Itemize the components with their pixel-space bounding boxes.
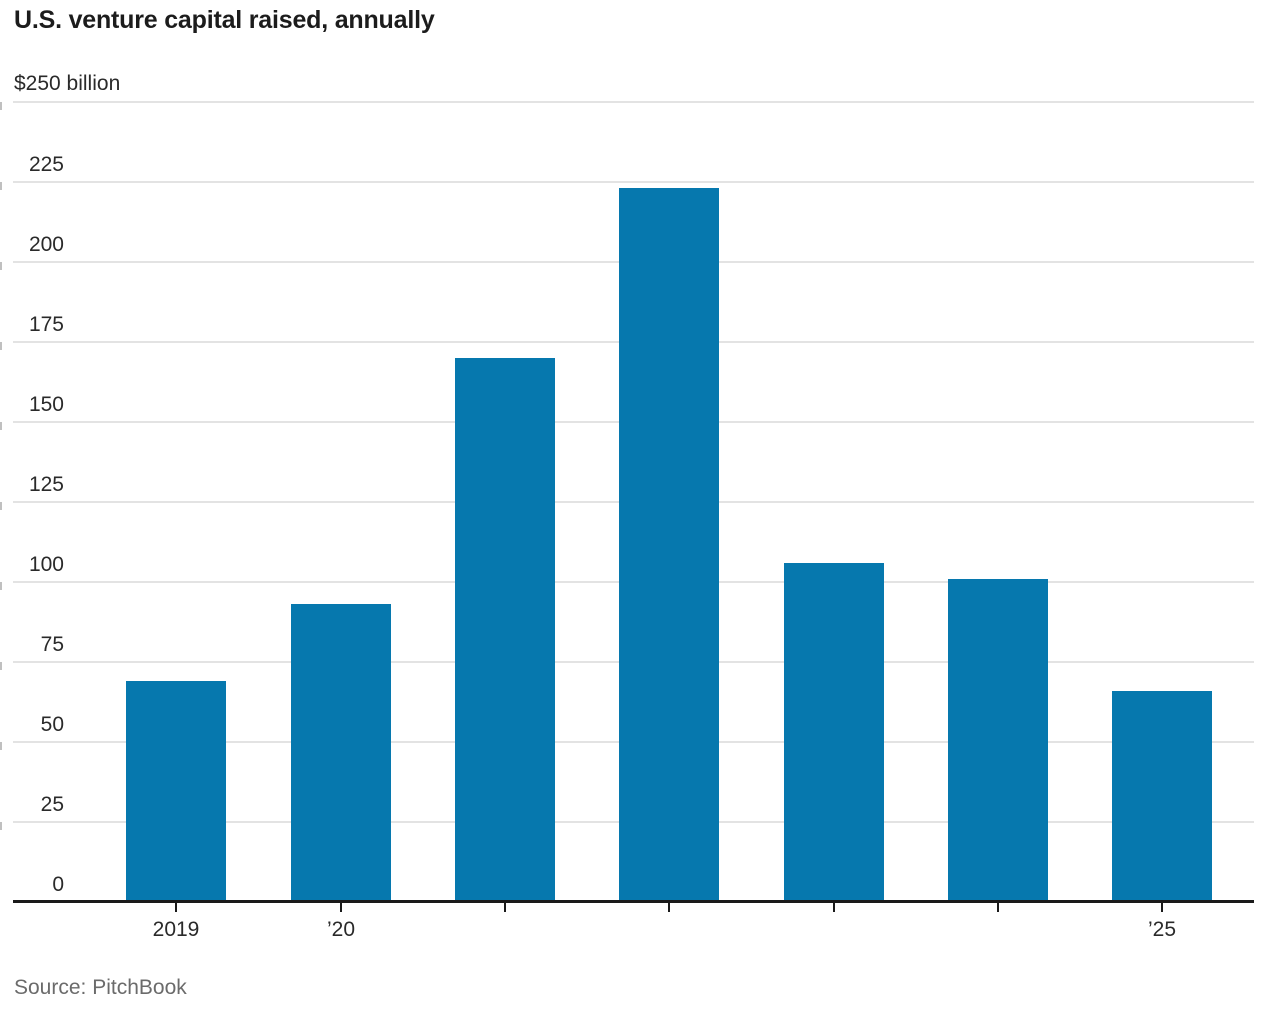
y-axis-tick <box>0 662 2 670</box>
x-axis-tick <box>997 903 999 912</box>
y-axis-tick <box>0 102 2 110</box>
y-axis-tick <box>0 342 2 350</box>
x-axis-tick <box>340 903 342 912</box>
y-tick-label: 75 <box>40 633 64 656</box>
y-tick-label: 125 <box>28 473 64 496</box>
y-tick-label: 100 <box>28 553 64 576</box>
bar-2020 <box>291 604 391 902</box>
bar-2025 <box>1112 691 1212 902</box>
y-gridline <box>13 181 1254 183</box>
y-tick-label: 50 <box>40 713 64 736</box>
y-tick-label: 150 <box>28 393 64 416</box>
y-axis-unit-label: $250 billion <box>14 72 121 95</box>
y-axis-tick <box>0 262 2 270</box>
source-credit: Source: PitchBook <box>14 976 187 999</box>
y-tick-label: 200 <box>28 233 64 256</box>
bar-2023 <box>784 563 884 902</box>
y-tick-label: 25 <box>40 793 64 816</box>
x-tick-label: ’20 <box>326 918 356 941</box>
x-axis-tick <box>668 903 670 912</box>
y-tick-label: 225 <box>28 153 64 176</box>
x-axis-line <box>13 900 1254 903</box>
x-tick-label: ’25 <box>1147 918 1177 941</box>
chart-title: U.S. venture capital raised, annually <box>14 6 435 34</box>
y-axis-tick <box>0 422 2 430</box>
y-gridline <box>13 101 1254 103</box>
x-axis-tick <box>1161 903 1163 912</box>
x-tick-label: 2019 <box>152 918 200 941</box>
y-axis-tick <box>0 182 2 190</box>
x-axis-tick <box>504 903 506 912</box>
y-axis-tick <box>0 582 2 590</box>
y-tick-label: 0 <box>52 873 64 896</box>
bar-2022 <box>619 188 719 902</box>
y-axis-tick <box>0 822 2 830</box>
y-tick-label: 175 <box>28 313 64 336</box>
y-axis-tick <box>0 502 2 510</box>
bar-2024 <box>948 579 1048 902</box>
bar-2019 <box>126 681 226 902</box>
y-axis-tick <box>0 742 2 750</box>
x-axis-tick <box>833 903 835 912</box>
bar-2021 <box>455 358 555 902</box>
x-axis-tick <box>175 903 177 912</box>
